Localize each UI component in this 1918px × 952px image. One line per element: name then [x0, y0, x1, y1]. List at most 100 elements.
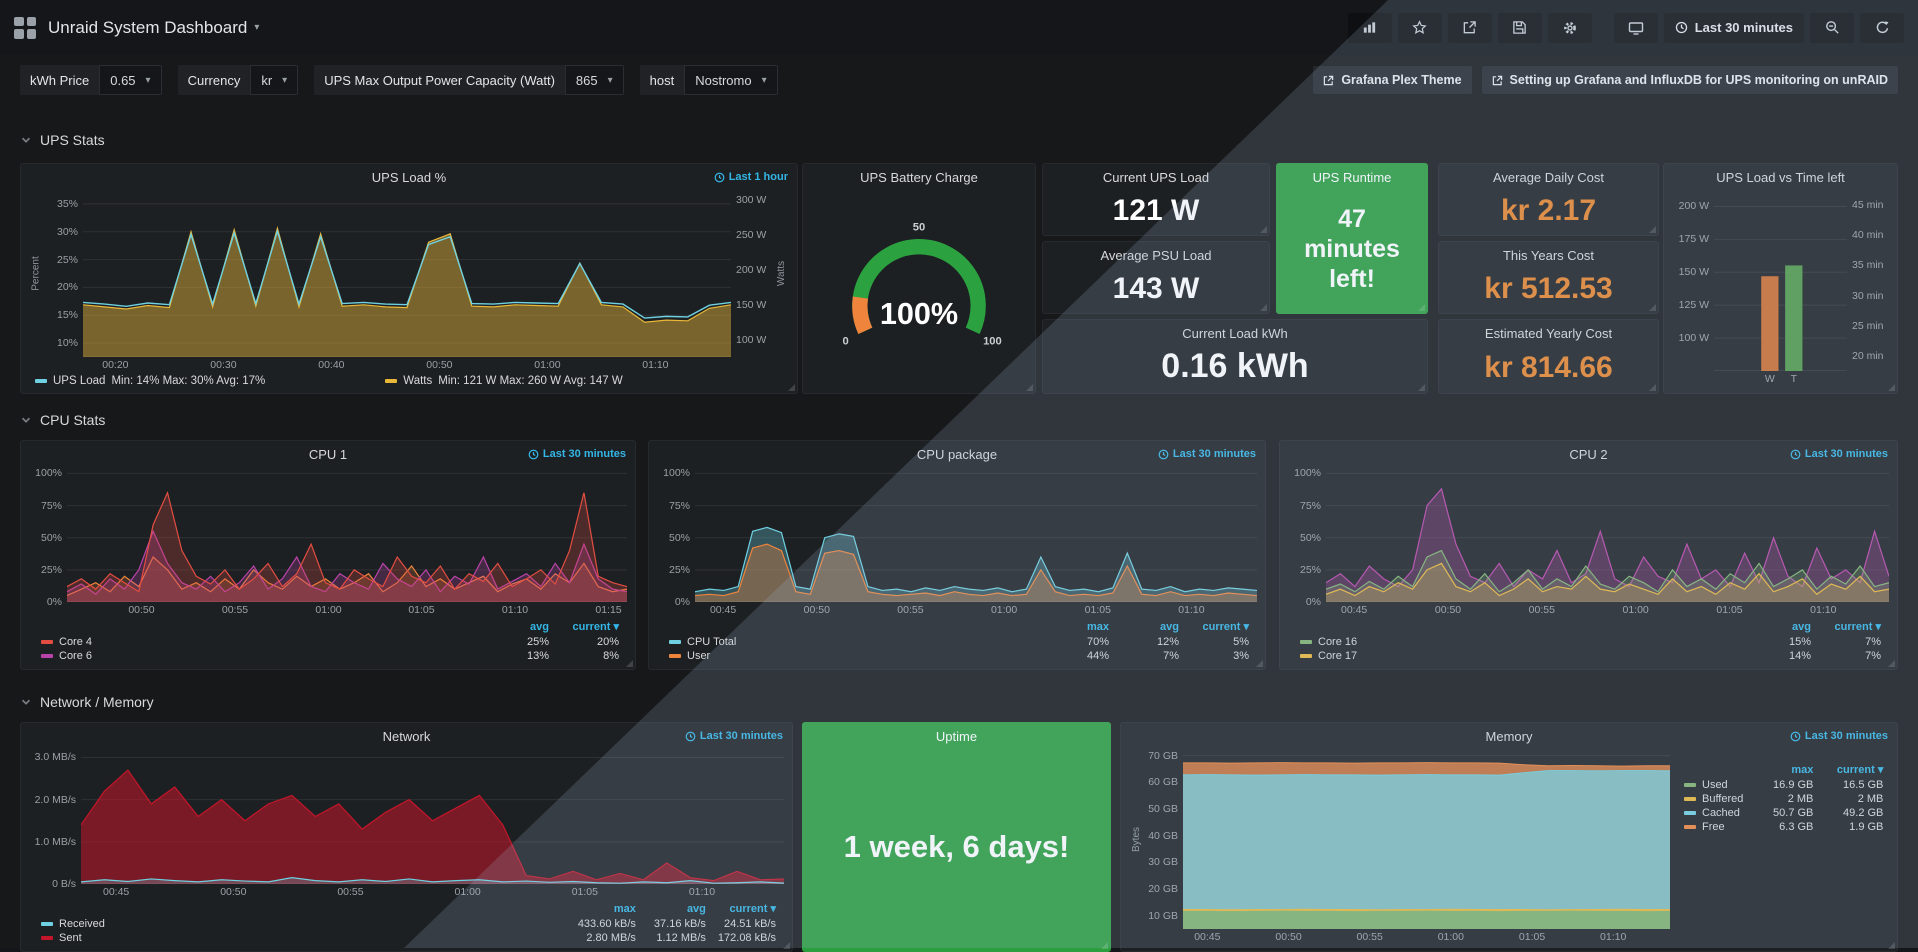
legend-table: max avg current ▾ Received 433.60 kB/s 37.16 …	[35, 902, 782, 945]
legend-col-max[interactable]: max	[613, 902, 636, 915]
legend-col-current[interactable]: current ▾	[1836, 764, 1884, 776]
legend-item[interactable]: Watts Min: 121 W Max: 260 W Avg: 147 W	[385, 375, 623, 387]
cpu2-chart[interactable]	[1326, 467, 1889, 602]
share-button[interactable]	[1447, 12, 1492, 43]
panel-title[interactable]: UPS Load vs Time left	[1716, 170, 1845, 185]
x-tick: 00:55	[221, 604, 249, 616]
legend-col-avg[interactable]: avg	[1160, 620, 1179, 633]
network-chart[interactable]	[81, 749, 784, 884]
legend-series-color	[41, 640, 53, 645]
legend-value: 24.51 kB/s	[724, 918, 776, 930]
y-tick: 30 min	[1852, 289, 1884, 302]
section-cpu-stats[interactable]: CPU Stats	[20, 412, 105, 428]
variable-kwh-price: kWh Price 0.65 ▾	[20, 65, 162, 95]
link-grafana-influxdb-guide[interactable]: Setting up Grafana and InfluxDB for UPS …	[1481, 66, 1898, 94]
legend-series-name[interactable]: Core 6	[35, 649, 485, 663]
y-tick: 45 min	[1852, 199, 1884, 212]
legend-item[interactable]: UPS Load Min: 14% Max: 30% Avg: 17%	[35, 375, 265, 387]
legend-col-current[interactable]: current ▾	[1202, 621, 1249, 633]
gear-icon	[1562, 20, 1578, 36]
panel-title[interactable]: Estimated Yearly Cost	[1484, 326, 1613, 341]
legend-series-name[interactable]: CPU Total	[663, 635, 1045, 649]
settings-button[interactable]	[1547, 12, 1592, 43]
legend-series-color	[1684, 783, 1696, 788]
variable-value-dropdown[interactable]: 865 ▾	[564, 65, 624, 95]
y-tick: 20 min	[1852, 349, 1884, 362]
variable-value-dropdown[interactable]: kr ▾	[250, 65, 299, 95]
panel-title[interactable]: CPU 1	[308, 447, 348, 462]
panel-title[interactable]: UPS Runtime	[1312, 170, 1392, 185]
memory-chart[interactable]	[1183, 749, 1670, 929]
add-panel-button[interactable]	[1347, 12, 1392, 43]
ups-load-chart[interactable]	[83, 190, 731, 357]
y-tick: 70 GB	[1148, 749, 1178, 762]
battery-gauge[interactable]: 0 50 100 100%	[803, 192, 1035, 389]
legend-col-current[interactable]: current ▾	[1834, 621, 1881, 633]
variable-value-dropdown[interactable]: 0.65 ▾	[99, 65, 162, 95]
grafana-menu-icon[interactable]	[14, 16, 36, 39]
legend-col-avg[interactable]: avg	[1792, 620, 1811, 633]
save-button[interactable]	[1497, 12, 1542, 43]
panel-title[interactable]: This Years Cost	[1502, 248, 1595, 263]
y-tick: 0%	[1305, 596, 1321, 608]
legend-value: 15%	[1788, 636, 1811, 648]
clock-icon	[1790, 731, 1801, 741]
dashboard-title[interactable]: Unraid System Dashboard ▾	[48, 18, 259, 38]
x-tick: 01:10	[1600, 931, 1627, 943]
cpu1-chart[interactable]	[67, 467, 627, 602]
ups-bar-chart[interactable]	[1714, 190, 1847, 371]
x-tick: 00:50	[128, 604, 155, 616]
legend-col-max[interactable]: max	[1086, 620, 1109, 633]
panel-title[interactable]: Average Daily Cost	[1492, 170, 1605, 185]
section-ups-stats[interactable]: UPS Stats	[20, 132, 105, 148]
legend-series-name[interactable]: Received	[35, 917, 572, 931]
legend-series-name[interactable]: Used	[1678, 778, 1749, 792]
panel-title[interactable]: Average PSU Load	[1100, 248, 1212, 263]
legend-series-name[interactable]: Core 17	[1294, 649, 1747, 663]
legend-col-current[interactable]: current ▾	[729, 903, 776, 915]
section-network-memory[interactable]: Network / Memory	[20, 694, 154, 710]
cpu-package-chart[interactable]	[695, 467, 1257, 602]
panel-title[interactable]: Network	[382, 729, 431, 744]
panel-title[interactable]: Memory	[1485, 729, 1533, 744]
legend-value: 25%	[526, 636, 549, 648]
legend-col-avg[interactable]: avg	[686, 902, 706, 915]
legend-value: 6.3 GB	[1779, 821, 1814, 833]
zoom-out-button[interactable]	[1810, 12, 1854, 43]
y-tick: 50%	[40, 531, 62, 544]
panel-title[interactable]: UPS Battery Charge	[860, 170, 978, 185]
legend-series-color	[1684, 825, 1696, 830]
panel-title[interactable]: CPU package	[916, 447, 998, 462]
x-tick: 00:55	[1528, 604, 1555, 616]
legend-series-name[interactable]: User	[663, 649, 1045, 663]
legend-series-name[interactable]: Free	[1678, 820, 1749, 834]
legend-table: max avg current ▾ CPU Total 70% 12% 5% User 44% 7…	[663, 620, 1255, 663]
legend-col-max[interactable]: max	[1791, 763, 1814, 776]
cycle-view-button[interactable]	[1613, 12, 1658, 43]
y-tick: 300 W	[736, 194, 767, 207]
panel-title[interactable]: CPU 2	[1569, 447, 1608, 462]
legend-series-name[interactable]: Core 16	[1294, 635, 1747, 649]
variable-value-dropdown[interactable]: Nostromo ▾	[684, 65, 778, 95]
legend-series-name[interactable]: Cached	[1678, 806, 1749, 820]
panel-current-load-kwh: Current Load kWh 0.16 kWh	[1042, 319, 1428, 394]
legend-col-avg[interactable]: avg	[530, 620, 549, 633]
panel-title[interactable]: Current Load kWh	[1182, 326, 1288, 341]
panel-time-range: Last 1 hour	[714, 171, 788, 183]
refresh-button[interactable]	[1860, 12, 1904, 43]
favorite-button[interactable]	[1397, 12, 1442, 43]
panel-title[interactable]: Uptime	[935, 729, 978, 744]
share-icon	[1462, 20, 1477, 35]
y-tick: 25%	[56, 253, 78, 266]
panel-title[interactable]: Current UPS Load	[1102, 170, 1210, 185]
chevron-down-icon: ▾	[282, 74, 288, 86]
panel-title[interactable]: UPS Load %	[371, 170, 447, 185]
legend-series-name[interactable]: Sent	[35, 931, 572, 945]
legend-series-name[interactable]: Core 4	[35, 635, 485, 649]
legend: max current ▾ Used 16.9 GB 16.5 GB Buffered 2 …	[1670, 749, 1889, 945]
legend-series-name[interactable]: Buffered	[1678, 792, 1749, 806]
time-picker-button[interactable]: Last 30 minutes	[1663, 12, 1804, 43]
x-tick: 01:00	[534, 359, 561, 371]
link-grafana-plex-theme[interactable]: Grafana Plex Theme	[1313, 66, 1472, 94]
legend-col-current[interactable]: current ▾	[572, 621, 619, 633]
